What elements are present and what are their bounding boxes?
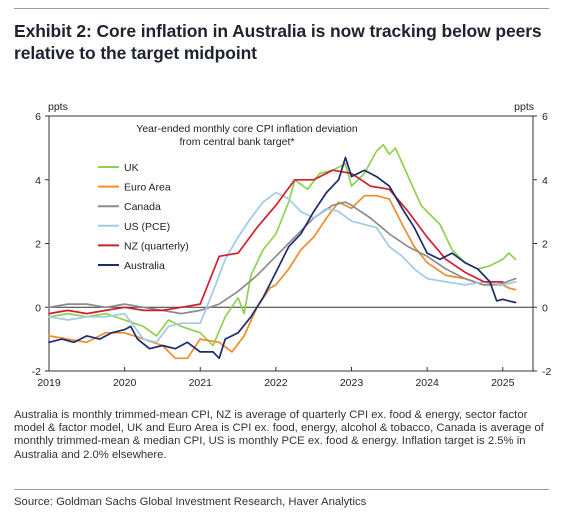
y-tick-label-right: 2: [542, 239, 548, 251]
footnote: Australia is monthly trimmed-mean CPI, N…: [14, 409, 544, 461]
chart-container: ppts ppts Year-ended monthly core CPI in…: [0, 92, 563, 400]
x-tick-label: 2019: [37, 377, 61, 389]
source-note: Source: Goldman Sachs Global Investment …: [14, 496, 367, 508]
bottom-rule: [14, 489, 549, 490]
y-axis-label-right: ppts: [514, 101, 534, 113]
legend-label-us-pce: US (PCE): [124, 221, 170, 233]
legend-label-australia: Australia: [124, 260, 165, 272]
y-axis-label-left: ppts: [48, 101, 68, 113]
x-tick-label: 2021: [189, 377, 213, 389]
legend-label-canada: Canada: [124, 201, 161, 213]
legend-label-nz-quarterly: NZ (quarterly): [124, 240, 189, 252]
y-tick-label-right: -2: [542, 366, 551, 378]
y-tick-label-right: 6: [542, 111, 548, 123]
x-tick-label: 2023: [340, 377, 364, 389]
series-line-nz-quarterly: [48, 169, 504, 315]
x-tick-label: 2020: [113, 377, 137, 389]
x-tick-label: 2025: [491, 377, 515, 389]
series-line-canada: [48, 201, 517, 315]
series-line-australia: [48, 156, 517, 360]
legend-label-euro-area: Euro Area: [124, 182, 171, 194]
y-tick-label-left: 0: [35, 302, 41, 314]
exhibit-title: Exhibit 2: Core inflation in Australia i…: [14, 21, 542, 63]
top-rule: [14, 8, 549, 9]
chart-title-line-2: from central bank target*: [180, 136, 295, 148]
y-tick-label-right: 4: [542, 175, 548, 187]
x-tick-label: 2024: [415, 377, 439, 389]
x-tick-label: 2022: [264, 377, 288, 389]
line-chart: ppts ppts Year-ended monthly core CPI in…: [32, 101, 552, 389]
series-line-uk: [48, 143, 517, 347]
y-tick-label-left: 6: [35, 111, 41, 123]
y-tick-label-right: 0: [542, 302, 548, 314]
y-tick-label-left: 2: [35, 239, 41, 251]
legend-label-uk: UK: [124, 162, 139, 174]
y-tick-label-left: 4: [35, 175, 41, 187]
series-line-us-pce: [48, 191, 517, 344]
y-tick-label-left: -2: [32, 366, 41, 378]
chart-title-line-1: Year-ended monthly core CPI inflation de…: [136, 123, 358, 135]
